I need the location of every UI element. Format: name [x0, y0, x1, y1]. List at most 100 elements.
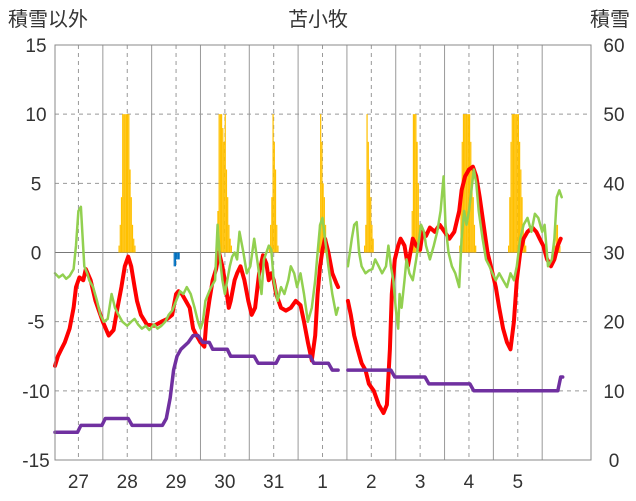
precip-bar [515, 114, 517, 253]
precip-bar [555, 224, 557, 253]
precip-bar [225, 169, 228, 253]
precip-bar [472, 197, 474, 253]
precip-bar [556, 224, 559, 253]
left-tick-label: 5 [31, 174, 42, 195]
precip-bar [122, 114, 124, 253]
right-tick-label: 50 [603, 105, 624, 126]
precip-bar [467, 114, 469, 253]
precip-bar [127, 114, 129, 253]
precip-bar [173, 252, 175, 267]
left-tick-label: 10 [25, 105, 46, 126]
purple-line [346, 368, 565, 393]
x-tick-label: 27 [68, 472, 89, 493]
right-tick-label: 40 [603, 174, 624, 195]
precip-bar [510, 141, 512, 253]
precip-bar [222, 128, 224, 253]
x-tick-label: 30 [214, 472, 235, 493]
x-tick-label: 2 [366, 472, 377, 493]
precip-bar [514, 114, 516, 253]
precip-bar [220, 114, 223, 253]
precip-bar [219, 114, 221, 253]
left-axis-title: 積雪以外 [8, 8, 88, 31]
red-line [345, 164, 563, 415]
precip-bar [174, 252, 177, 267]
precip-bar [370, 197, 372, 253]
precip-bar [511, 114, 513, 253]
precip-bar [176, 252, 178, 260]
precip-bar [523, 238, 526, 253]
left-tick-label: -5 [28, 313, 45, 334]
precip-bar [134, 245, 136, 253]
series-lines [53, 164, 565, 435]
precip-bar [367, 141, 369, 253]
precip-bar [120, 197, 123, 253]
precip-bar [525, 245, 527, 253]
precip-bar [460, 197, 462, 253]
precip-bar [124, 114, 126, 253]
precip-bar [372, 238, 374, 253]
precip-bar [273, 141, 275, 253]
x-tick-label: 3 [415, 472, 426, 493]
precip-bar [412, 114, 415, 253]
precip-bar [512, 114, 515, 253]
precip-bar [129, 169, 131, 253]
precip-bar [133, 238, 135, 253]
green-line [53, 205, 340, 332]
precip-bar [366, 114, 368, 253]
precip-bar [277, 245, 279, 253]
x-tick-label: 5 [512, 472, 523, 493]
right-tick-label: 60 [603, 36, 624, 57]
red-line [53, 236, 341, 368]
precip-bar [517, 114, 519, 253]
left-tick-label: 0 [31, 244, 42, 265]
precip-bar [177, 252, 179, 260]
precip-bar [227, 197, 229, 253]
left-tick-label: 15 [25, 36, 46, 57]
precip-bar [321, 141, 323, 253]
precip-bar [516, 114, 518, 253]
x-tick-label: 29 [165, 472, 186, 493]
precip-bar [468, 114, 471, 253]
precip-bar [459, 245, 461, 253]
precip-bar [518, 141, 521, 253]
precip-bar [365, 224, 367, 253]
precip-bar [509, 197, 511, 253]
precip-bar [416, 141, 418, 253]
precip-bar [230, 245, 232, 253]
precip-bar [228, 224, 230, 253]
right-tick-label: 30 [603, 244, 624, 265]
right-axis-title: 積雪 [590, 8, 630, 31]
precip-bar [368, 169, 371, 253]
precip-bar [473, 224, 476, 253]
precip-bar [364, 245, 366, 253]
precip-bar [178, 252, 180, 260]
x-tick-label: 1 [317, 472, 328, 493]
precip-bar [128, 114, 130, 253]
precip-bar [229, 238, 231, 253]
right-tick-label: 20 [603, 313, 624, 334]
x-tick-label: 28 [117, 472, 138, 493]
precip-bar [274, 169, 277, 253]
precip-bar [218, 114, 220, 253]
precip-bar [271, 197, 273, 253]
precip-bar [465, 114, 467, 253]
green-line [346, 168, 563, 330]
precip-bar [471, 169, 473, 253]
precip-bar [268, 245, 271, 253]
precip-bar [125, 114, 128, 253]
precip-bar [224, 114, 226, 253]
precip-bar [270, 224, 272, 253]
precip-bar [130, 197, 132, 253]
precip-bar [415, 114, 417, 253]
precip-bar [119, 224, 121, 253]
precip-bar [371, 224, 373, 253]
right-tick-label: 10 [603, 382, 624, 403]
precip-bar [131, 224, 134, 253]
precip-bar [521, 197, 523, 253]
left-tick-label: -10 [22, 382, 49, 403]
plot-frame [54, 44, 592, 461]
precip-bar [411, 211, 413, 253]
precip-bar [559, 245, 561, 253]
